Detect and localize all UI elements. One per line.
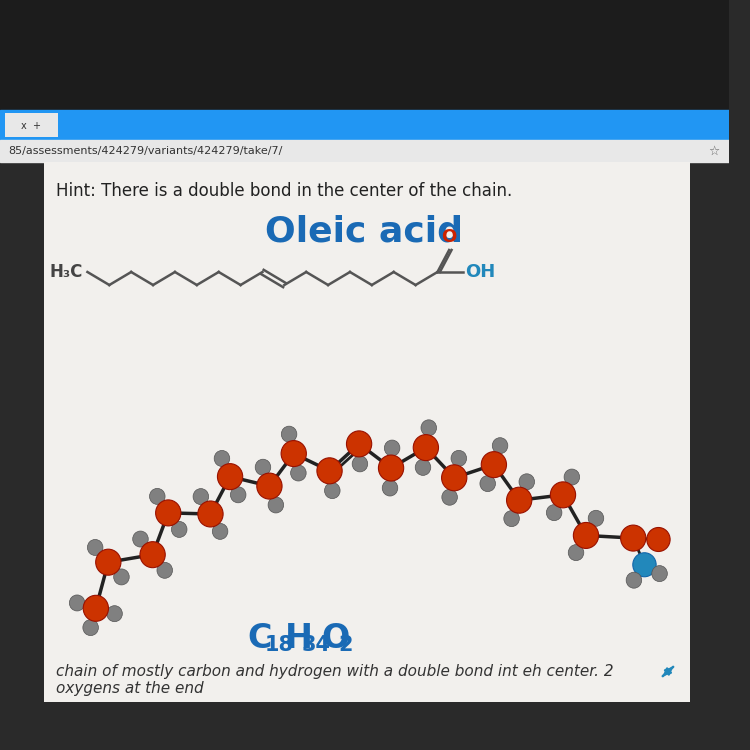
Circle shape	[379, 455, 404, 481]
Circle shape	[352, 456, 368, 472]
Circle shape	[290, 465, 306, 481]
Circle shape	[506, 488, 532, 513]
Circle shape	[230, 487, 246, 502]
Text: Hint: There is a double bond in the center of the chain.: Hint: There is a double bond in the cent…	[56, 182, 512, 200]
Circle shape	[382, 480, 398, 496]
Circle shape	[217, 464, 243, 490]
Circle shape	[83, 596, 109, 621]
Circle shape	[646, 527, 670, 551]
Circle shape	[198, 501, 223, 527]
Text: 18: 18	[264, 635, 293, 655]
Text: x  +: x +	[21, 121, 41, 131]
Text: OH: OH	[465, 263, 495, 281]
Circle shape	[172, 521, 187, 538]
Circle shape	[346, 431, 372, 457]
Text: ☆: ☆	[709, 145, 720, 158]
Circle shape	[82, 620, 98, 635]
Circle shape	[573, 523, 598, 548]
Bar	[0, 140, 729, 162]
Circle shape	[255, 459, 271, 476]
Circle shape	[106, 606, 122, 622]
Circle shape	[149, 488, 165, 505]
Circle shape	[281, 440, 306, 466]
Text: chain of mostly carbon and hydrogen with a double bond int eh center. 2
oxygens : chain of mostly carbon and hydrogen with…	[56, 664, 614, 697]
Circle shape	[564, 469, 580, 485]
Circle shape	[421, 420, 436, 436]
Circle shape	[633, 553, 656, 577]
Text: 2: 2	[338, 635, 352, 655]
Circle shape	[114, 569, 129, 585]
Bar	[0, 110, 729, 140]
Circle shape	[626, 572, 642, 588]
Text: 85/assessments/424279/variants/424279/take/7/: 85/assessments/424279/variants/424279/ta…	[8, 146, 282, 156]
Text: C: C	[248, 622, 272, 655]
Circle shape	[416, 460, 430, 476]
Circle shape	[155, 500, 181, 526]
Circle shape	[492, 438, 508, 454]
Circle shape	[133, 531, 148, 547]
Circle shape	[482, 452, 506, 478]
Circle shape	[519, 474, 535, 490]
Bar	[4, 113, 58, 137]
Circle shape	[451, 450, 466, 466]
Circle shape	[325, 482, 340, 499]
Circle shape	[212, 524, 228, 539]
Text: O: O	[442, 228, 457, 246]
Circle shape	[281, 426, 297, 442]
Circle shape	[69, 595, 85, 611]
Circle shape	[442, 489, 458, 506]
Circle shape	[652, 566, 668, 581]
Circle shape	[140, 542, 165, 568]
Circle shape	[268, 497, 284, 513]
Text: Oleic acid: Oleic acid	[266, 215, 464, 249]
Circle shape	[480, 476, 496, 491]
Circle shape	[256, 473, 282, 499]
Circle shape	[442, 465, 466, 490]
Circle shape	[620, 525, 646, 551]
Circle shape	[384, 440, 400, 456]
Circle shape	[504, 511, 519, 526]
Circle shape	[88, 539, 103, 556]
Circle shape	[413, 434, 439, 460]
Circle shape	[546, 505, 562, 520]
Circle shape	[214, 451, 230, 466]
Bar	[0, 0, 729, 110]
Bar	[44, 162, 690, 702]
Circle shape	[568, 544, 584, 560]
Text: O: O	[322, 622, 350, 655]
Circle shape	[96, 549, 121, 575]
Text: 34: 34	[302, 635, 330, 655]
Text: H: H	[285, 622, 313, 655]
Circle shape	[317, 458, 342, 484]
Circle shape	[588, 510, 604, 526]
Circle shape	[193, 488, 208, 505]
Circle shape	[550, 482, 575, 508]
Circle shape	[157, 562, 172, 578]
Text: H₃C: H₃C	[50, 263, 82, 281]
